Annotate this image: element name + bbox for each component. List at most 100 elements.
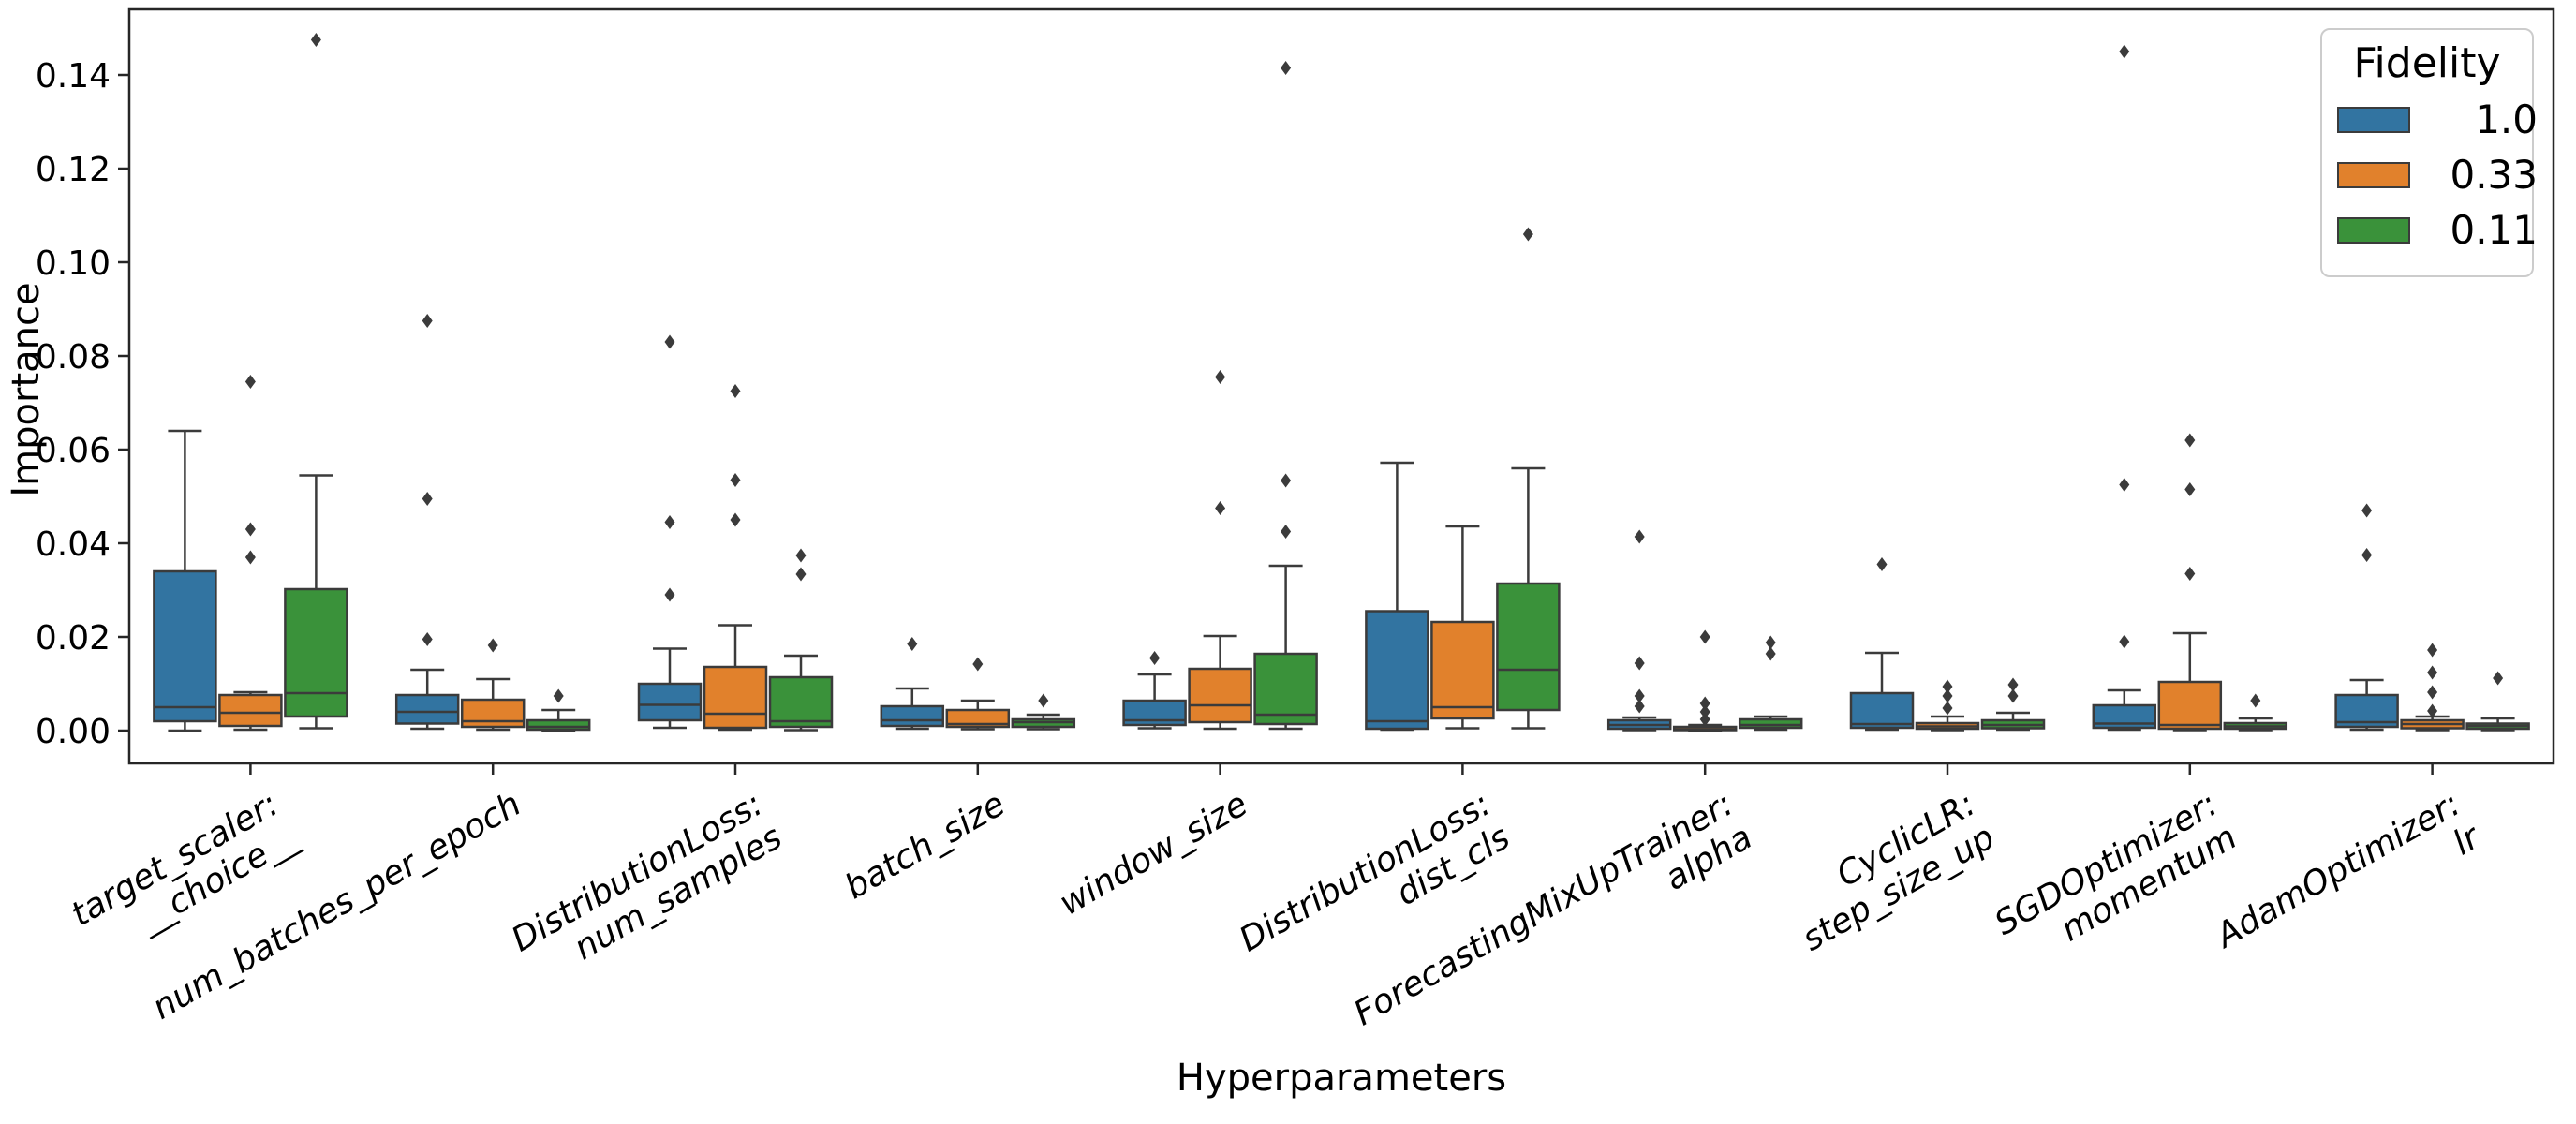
box-0.33-5-outlier bbox=[1215, 501, 1226, 515]
box-0.11-10-outlier bbox=[2493, 671, 2504, 686]
box-0.11-6-outlier bbox=[1522, 227, 1533, 242]
box-0.11-5-outlier bbox=[1281, 525, 1292, 539]
box-0.11-4-outlier bbox=[1038, 693, 1049, 708]
box-1.0-3-outlier bbox=[664, 334, 675, 349]
box-1.0-2-outlier bbox=[422, 632, 433, 646]
box-0.11-5 bbox=[1253, 652, 1318, 726]
box-0.33-6 bbox=[1430, 620, 1495, 720]
box-1.0-10-outlier bbox=[2361, 548, 2373, 562]
legend-swatch-fidelity-0.11 bbox=[2337, 216, 2410, 244]
legend-label: 0.11 bbox=[2450, 207, 2538, 253]
box-0.11-1 bbox=[284, 587, 348, 718]
y-tick-label: 0.08 bbox=[36, 338, 111, 377]
plot-frame bbox=[127, 7, 2555, 765]
box-0.33-1-outlier bbox=[244, 522, 256, 537]
box-0.33-8-outlier bbox=[1942, 688, 1953, 703]
legend-entry: 1.0 bbox=[2337, 96, 2538, 142]
box-1.0-2-outlier bbox=[422, 492, 433, 506]
box-0.33-7-outlier bbox=[1699, 696, 1710, 711]
box-0.33-1 bbox=[218, 693, 283, 728]
box-0.11-8-outlier bbox=[2007, 677, 2019, 692]
box-0.33-10-outlier bbox=[2427, 703, 2438, 718]
box-0.33-10-outlier bbox=[2427, 685, 2438, 700]
box-1.0-8 bbox=[1849, 691, 1915, 730]
legend-title: Fidelity bbox=[2353, 39, 2501, 87]
box-1.0-1 bbox=[153, 569, 217, 723]
box-1.0-7-outlier bbox=[1634, 529, 1645, 544]
box-1.0-9-outlier bbox=[2119, 478, 2130, 492]
y-tick-label: 0.14 bbox=[36, 57, 111, 96]
box-0.11-1-outlier bbox=[310, 33, 321, 47]
box-0.11-2-outlier bbox=[553, 688, 564, 703]
box-0.33-1-outlier bbox=[244, 550, 256, 565]
box-0.11-3 bbox=[768, 675, 834, 729]
box-0.33-3 bbox=[703, 665, 768, 730]
box-0.33-3-outlier bbox=[730, 512, 741, 527]
legend-entry: 0.11 bbox=[2337, 207, 2538, 253]
box-0.11-2 bbox=[526, 718, 591, 732]
box-0.33-5-outlier bbox=[1215, 370, 1226, 384]
legend-entry: 0.33 bbox=[2337, 152, 2538, 198]
box-0.11-9-outlier bbox=[2250, 693, 2261, 708]
box-0.33-8-outlier bbox=[1942, 701, 1953, 716]
y-tick-label: 0.06 bbox=[36, 432, 111, 470]
box-1.0-2 bbox=[394, 693, 460, 725]
box-0.33-7-outlier bbox=[1699, 704, 1710, 719]
legend-label: 1.0 bbox=[2475, 96, 2538, 142]
box-1.0-2-outlier bbox=[422, 314, 433, 328]
box-1.0-3 bbox=[637, 682, 703, 722]
box-1.0-8-outlier bbox=[1876, 557, 1888, 571]
box-0.33-9 bbox=[2157, 680, 2223, 731]
box-0.33-9-outlier bbox=[2184, 482, 2196, 496]
box-0.11-7 bbox=[1738, 717, 1803, 730]
box-1.0-3-outlier bbox=[664, 515, 675, 529]
y-tick-label: 0.00 bbox=[36, 713, 111, 751]
box-0.33-4 bbox=[945, 708, 1011, 729]
legend-swatch-fidelity-1.0 bbox=[2337, 106, 2410, 133]
box-1.0-4 bbox=[880, 704, 945, 728]
legend-label: 0.33 bbox=[2450, 152, 2538, 198]
box-0.33-10-outlier bbox=[2427, 665, 2438, 680]
box-1.0-7-outlier bbox=[1634, 688, 1645, 703]
box-1.0-7-outlier bbox=[1634, 656, 1645, 671]
legend-swatch-fidelity-0.33 bbox=[2337, 161, 2410, 188]
box-0.33-7-outlier bbox=[1699, 629, 1710, 644]
box-0.11-6 bbox=[1496, 582, 1561, 712]
box-0.11-3-outlier bbox=[795, 548, 807, 563]
box-0.33-2-outlier bbox=[487, 638, 498, 653]
box-1.0-9-outlier bbox=[2119, 44, 2130, 59]
box-0.11-8-outlier bbox=[2007, 688, 2019, 703]
box-1.0-5-outlier bbox=[1149, 651, 1161, 665]
box-1.0-6 bbox=[1365, 610, 1429, 731]
box-1.0-4-outlier bbox=[907, 637, 918, 651]
x-axis-label: Hyperparameters bbox=[1176, 1057, 1507, 1100]
y-tick-label: 0.10 bbox=[36, 244, 111, 283]
box-0.33-2 bbox=[460, 698, 526, 729]
box-0.33-1-outlier bbox=[244, 375, 256, 389]
box-0.11-5-outlier bbox=[1281, 61, 1292, 75]
box-1.0-7-outlier bbox=[1634, 699, 1645, 714]
y-tick-label: 0.12 bbox=[36, 151, 111, 189]
y-axis-label: Importance bbox=[5, 282, 48, 497]
box-0.33-5 bbox=[1188, 667, 1252, 724]
box-1.0-10-outlier bbox=[2361, 503, 2373, 518]
box-0.33-3-outlier bbox=[730, 384, 741, 398]
box-1.0-9-outlier bbox=[2119, 634, 2130, 649]
box-0.33-3-outlier bbox=[730, 473, 741, 487]
y-tick-label: 0.04 bbox=[36, 525, 111, 564]
legend: Fidelity 1.0 0.33 0.11 bbox=[2320, 28, 2538, 277]
box-0.33-9-outlier bbox=[2184, 433, 2196, 448]
box-0.33-9-outlier bbox=[2184, 567, 2196, 581]
box-0.11-7-outlier bbox=[1765, 646, 1776, 661]
box-1.0-3-outlier bbox=[664, 587, 675, 602]
box-0.11-7-outlier bbox=[1765, 635, 1776, 650]
box-0.33-8-outlier bbox=[1942, 679, 1953, 694]
box-0.33-4-outlier bbox=[972, 657, 984, 672]
box-0.33-7-outlier bbox=[1699, 712, 1710, 727]
y-tick-label: 0.02 bbox=[36, 619, 111, 658]
box-0.33-10-outlier bbox=[2427, 643, 2438, 658]
box-0.11-5-outlier bbox=[1281, 473, 1292, 488]
box-0.11-3-outlier bbox=[795, 567, 807, 582]
